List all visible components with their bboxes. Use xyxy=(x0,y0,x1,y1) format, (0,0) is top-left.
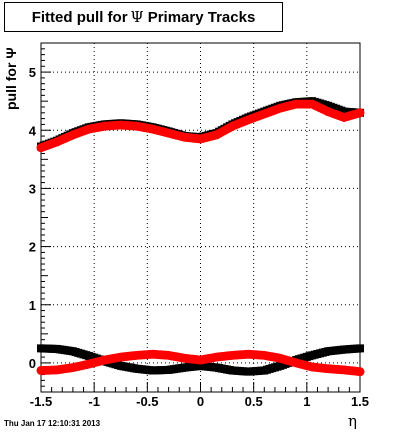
x-tick-label: 0 xyxy=(197,394,204,409)
y-tick-label: 4 xyxy=(29,123,37,138)
timestamp: Thu Jan 17 12:10:31 2013 xyxy=(4,419,101,428)
data-point-red xyxy=(355,108,365,118)
y-axis-label: pull for Ψ xyxy=(3,47,19,110)
y-tick-label: 3 xyxy=(29,181,36,196)
x-tick-label: 1 xyxy=(303,394,310,409)
x-tick-label: -1.5 xyxy=(30,394,52,409)
data-point-black xyxy=(356,344,364,353)
chart-title-suffix: Primary Tracks xyxy=(147,8,256,26)
y-tick-label: 2 xyxy=(29,240,36,255)
x-tick-label: -1 xyxy=(88,394,100,409)
y-tick-label: 0 xyxy=(29,356,36,371)
chart-title-prefix: Fitted pull for xyxy=(31,8,128,26)
data-point-red xyxy=(355,367,365,377)
x-axis-label: η xyxy=(348,412,357,430)
x-tick-label: 1.5 xyxy=(351,394,369,409)
chart-title-box: Fitted pull for Ψ Primary Tracks xyxy=(4,2,283,32)
y-tick-label: 1 xyxy=(29,298,36,313)
x-tick-label: 0.5 xyxy=(245,394,263,409)
x-tick-label: -0.5 xyxy=(136,394,158,409)
chart-title-symbol: Ψ xyxy=(130,8,144,26)
y-tick-label: 5 xyxy=(29,65,36,80)
